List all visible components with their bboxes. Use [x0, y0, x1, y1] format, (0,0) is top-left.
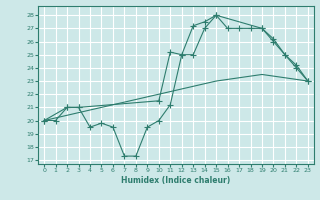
X-axis label: Humidex (Indice chaleur): Humidex (Indice chaleur) [121, 176, 231, 185]
